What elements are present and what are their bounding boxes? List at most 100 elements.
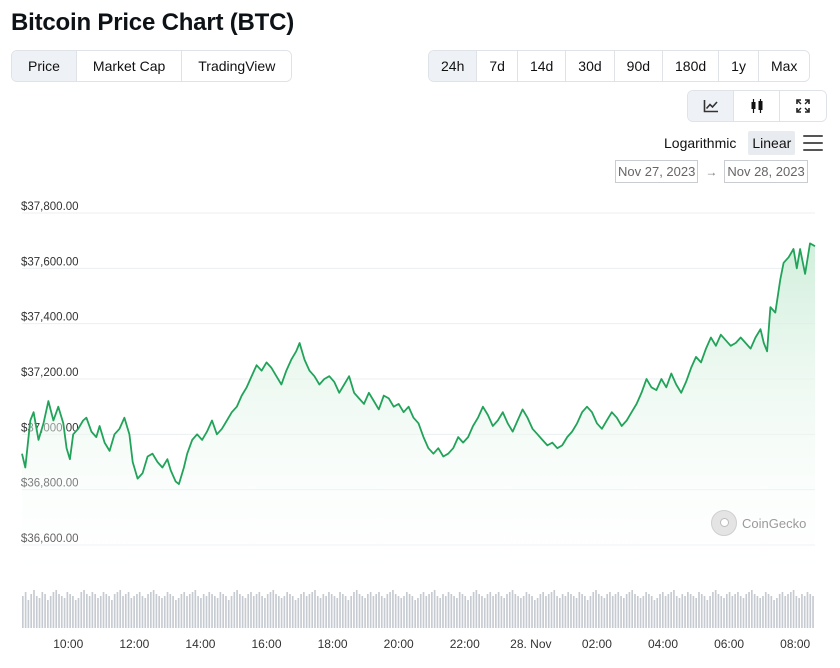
volume-bar xyxy=(522,596,525,628)
volume-bar xyxy=(606,594,608,628)
x-tick-label: 06:00 xyxy=(714,637,744,651)
volume-bar xyxy=(200,598,202,628)
volume-bar xyxy=(586,600,589,628)
candlestick-view-button[interactable] xyxy=(734,91,780,121)
volume-bar xyxy=(105,594,108,628)
volume-bar xyxy=(291,596,294,628)
volume-bar xyxy=(542,592,544,628)
volume-bar xyxy=(564,596,567,628)
volume-bar xyxy=(528,594,531,628)
tab-price[interactable]: Price xyxy=(12,51,77,81)
line-view-button[interactable] xyxy=(688,91,734,121)
volume-bar xyxy=(553,590,556,628)
volume-bar xyxy=(475,590,478,628)
candlestick-icon xyxy=(751,99,762,113)
volume-bar xyxy=(277,596,280,628)
volume-bar xyxy=(303,592,305,628)
range-14d[interactable]: 14d xyxy=(517,51,567,81)
volume-bar xyxy=(250,592,252,628)
volume-bar xyxy=(453,596,455,628)
range-7d[interactable]: 7d xyxy=(477,51,518,81)
volume-bar xyxy=(709,596,711,628)
volume-bar xyxy=(180,594,183,628)
volume-bar xyxy=(483,598,486,628)
x-tick-label: 10:00 xyxy=(53,637,83,651)
volume-bar xyxy=(350,596,352,628)
range-1y[interactable]: 1y xyxy=(719,51,759,81)
volume-bar xyxy=(339,592,341,628)
range-180d[interactable]: 180d xyxy=(663,51,720,81)
volume-bar xyxy=(447,592,450,628)
volume-bar xyxy=(69,594,71,628)
volume-bar xyxy=(428,594,430,628)
volume-bar xyxy=(489,592,492,628)
volume-bar xyxy=(614,594,617,628)
volume-bar xyxy=(386,594,389,628)
price-chart[interactable]: $36,600.00$36,800.00$37,000.00$37,200.00… xyxy=(0,195,840,668)
volume-bar xyxy=(138,592,141,628)
volume-bar xyxy=(213,596,216,628)
volume-bar xyxy=(94,594,97,628)
volume-bar xyxy=(698,592,700,628)
hamburger-menu-icon[interactable] xyxy=(803,135,824,151)
range-24h[interactable]: 24h xyxy=(429,51,478,81)
scale-linear-option[interactable]: Linear xyxy=(748,131,796,155)
volume-bar xyxy=(776,598,778,628)
volume-bar xyxy=(645,592,647,628)
volume-bar xyxy=(570,594,572,628)
volume-bar xyxy=(83,590,85,628)
volume-bar xyxy=(681,594,684,628)
volume-bar xyxy=(297,598,300,628)
volume-bar xyxy=(667,594,670,628)
volume-bar xyxy=(486,594,489,628)
range-max[interactable]: Max xyxy=(758,51,810,81)
volume-bar xyxy=(634,594,636,628)
range-90d[interactable]: 90d xyxy=(614,51,664,81)
fullscreen-icon xyxy=(796,99,810,113)
tab-market-cap[interactable]: Market Cap xyxy=(76,51,183,81)
volume-bar xyxy=(717,594,720,628)
volume-bar xyxy=(72,596,74,628)
volume-bar xyxy=(684,596,686,628)
range-30d[interactable]: 30d xyxy=(566,51,615,81)
volume-bar xyxy=(49,596,52,628)
volume-bar xyxy=(803,596,806,628)
volume-bar xyxy=(169,594,172,628)
volume-bar xyxy=(481,596,483,628)
volume-bar xyxy=(88,596,91,628)
volume-bar xyxy=(661,592,664,628)
volume-bar xyxy=(52,592,55,628)
volume-bar xyxy=(383,598,386,628)
price-area-fill xyxy=(22,243,815,575)
volume-bar xyxy=(300,594,302,628)
volume-bar xyxy=(456,598,458,628)
volume-bar xyxy=(247,594,250,628)
volume-bar xyxy=(58,594,60,628)
volume-bar xyxy=(158,596,161,628)
volume-bar xyxy=(333,596,336,628)
volume-bar xyxy=(122,596,124,628)
scale-logarithmic-option[interactable]: Logarithmic xyxy=(664,135,737,151)
volume-bar xyxy=(578,592,581,628)
volume-bar xyxy=(308,594,311,628)
date-to-input[interactable]: Nov 28, 2023 xyxy=(724,160,808,183)
y-tick-label: $37,400.00 xyxy=(21,312,79,324)
volume-bar xyxy=(275,594,277,628)
volume-bar xyxy=(801,594,803,628)
fullscreen-button[interactable] xyxy=(780,91,826,121)
volume-bar xyxy=(30,594,33,628)
volume-bar xyxy=(222,594,225,628)
volume-bar xyxy=(798,598,800,628)
volume-bar xyxy=(559,598,561,628)
volume-bar xyxy=(144,598,147,628)
volume-bar xyxy=(444,596,447,628)
volume-bar xyxy=(241,596,244,628)
tab-tradingview[interactable]: TradingView xyxy=(182,51,292,81)
date-from-input[interactable]: Nov 27, 2023 xyxy=(615,160,699,183)
volume-bar xyxy=(506,594,508,628)
x-tick-label: 18:00 xyxy=(318,637,348,651)
x-tick-label: 22:00 xyxy=(450,637,480,651)
volume-bar xyxy=(119,590,122,628)
time-range-selector: 24h 7d 14d 30d 90d 180d 1y Max xyxy=(428,50,811,82)
volume-bar xyxy=(216,598,219,628)
